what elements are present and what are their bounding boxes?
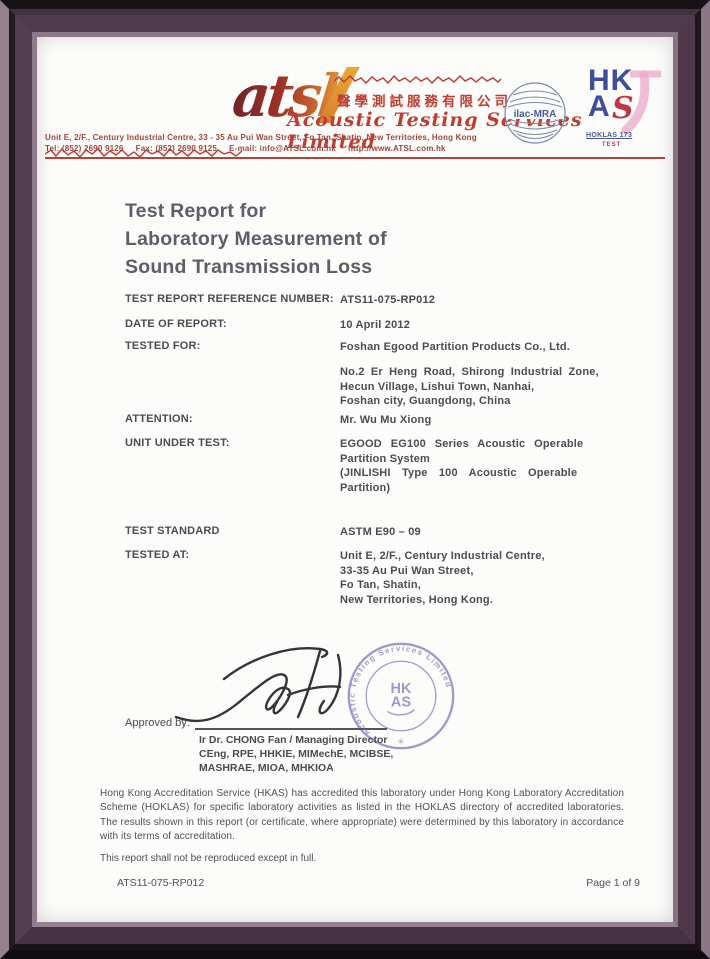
uut-line-1: EGOOD EG100 Series Acoustic Operable xyxy=(340,438,584,450)
test-standard-value: ASTM E90 – 09 xyxy=(340,526,421,538)
attention-label: ATTENTION: xyxy=(125,413,193,425)
title-line-2: Laboratory Measurement of xyxy=(125,228,387,250)
report-date-value: 10 April 2012 xyxy=(340,319,411,331)
attention-value: Mr. Wu Mu Xiong xyxy=(340,414,432,426)
title-line-1: Test Report for xyxy=(125,200,267,222)
test-standard-label: TEST STANDARD xyxy=(125,525,220,537)
signature xyxy=(174,647,342,723)
ref-number-label: TEST REPORT REFERENCE NUMBER: xyxy=(125,293,334,305)
waveform-right-icon xyxy=(334,74,502,85)
client-address: No.2 Er Heng Road, Shirong Industrial Zo… xyxy=(340,365,620,409)
tested-at-line-4: New Territories, Hong Kong. xyxy=(340,593,494,606)
hkas-letter-s: S xyxy=(612,91,634,126)
hkas-letters-hk: HK xyxy=(588,64,634,97)
tested-at-line-3: Fo Tan, Shatin, xyxy=(340,579,422,591)
frame-band-dark: atsl 聲學測試服務有限公司 Acoustic Testing Service… xyxy=(9,9,701,950)
title-line-3: Sound Transmission Loss xyxy=(125,256,373,278)
tested-at-line-1: Unit E, 2/F., Century Industrial Centre, xyxy=(340,550,545,562)
report-date-label: DATE OF REPORT: xyxy=(125,318,227,330)
tested-at-line-2: 33-35 Au Pui Wan Street, xyxy=(340,564,474,577)
uut-line-2: Partition System xyxy=(340,452,431,465)
stamp-center-as: AS xyxy=(391,695,411,711)
client-address-line-2: Hecun Village, Lishui Town, Nanhai, xyxy=(340,380,535,393)
tested-for-label: TESTED FOR: xyxy=(125,340,201,352)
page-footer-row: ATS11-075-RP012 Page 1 of 9 xyxy=(100,877,640,889)
uut-line-3: (JINLISHI Type 100 Acoustic Operable xyxy=(340,467,578,479)
signature-line xyxy=(195,728,387,730)
stamp-star-icon: ✳ xyxy=(397,736,405,746)
header-contacts: Tel: (852) 2690 9126 Fax: (852) 2690 912… xyxy=(45,144,446,153)
ilac-mra-label: ilac-MRA xyxy=(514,109,557,120)
client-address-line-3: Foshan city, Guangdong, China xyxy=(340,395,511,407)
approver-details: Ir Dr. CHONG Fan / Managing Director CEn… xyxy=(199,733,393,775)
hkas-logo: HK A S HOKLAS 173 TEST xyxy=(586,66,662,152)
tested-at-value: Unit E, 2/F., Century Industrial Centre,… xyxy=(340,549,620,607)
hoklas-accreditation-label: HOKLAS 173 xyxy=(586,132,633,139)
reproduction-note: This report shall not be reproduced exce… xyxy=(100,853,317,864)
accreditation-statement: Hong Kong Accreditation Service (HKAS) h… xyxy=(100,788,624,842)
footer-page-number: Page 1 of 9 xyxy=(586,877,640,889)
unit-under-test-value: EGOOD EG100 Series Acoustic Operable Par… xyxy=(340,437,620,495)
hkas-ribbon-icon xyxy=(621,70,661,135)
hoklas-test-label: TEST xyxy=(602,142,622,148)
footer-report-ref: ATS11-075-RP012 xyxy=(117,877,205,889)
approved-by-label: Approved by: xyxy=(125,717,190,729)
tested-at-label: TESTED AT: xyxy=(125,549,190,561)
approver-name: Ir Dr. CHONG Fan / Managing Director xyxy=(199,734,388,746)
ref-number-value: ATS11-075-RP012 xyxy=(340,294,436,306)
waveform-left-icon xyxy=(45,147,243,159)
uut-line-4: Partition) xyxy=(340,481,391,494)
approver-credentials-1: CEng, RPE, HHKIE, MIMechE, MCIBSE, xyxy=(199,748,394,760)
page-title: Test Report for Laboratory Measurement o… xyxy=(125,197,387,281)
company-name-chinese: 聲學測試服務有限公司 xyxy=(337,94,512,109)
tested-for-value: Foshan Egood Partition Products Co., Ltd… xyxy=(340,341,571,353)
hkas-letter-a: A xyxy=(588,90,610,123)
client-address-line-1: No.2 Er Heng Road, Shirong Industrial Zo… xyxy=(340,366,599,378)
report-page: atsl 聲學測試服務有限公司 Acoustic Testing Service… xyxy=(37,37,673,922)
ilac-mra-logo: ilac-MRA xyxy=(504,82,566,144)
stamp-center-hk: HK xyxy=(391,681,412,697)
approver-credentials-2: MASHRAE, MIOA, MHKIOA xyxy=(199,762,334,774)
frame-band-highlight: atsl 聲學測試服務有限公司 Acoustic Testing Service… xyxy=(32,32,678,927)
header-divider xyxy=(45,157,665,159)
frame-band-plum: atsl 聲學測試服務有限公司 Acoustic Testing Service… xyxy=(15,15,695,944)
header-address: Unit E, 2/F., Century Industrial Centre,… xyxy=(45,133,477,142)
unit-under-test-label: UNIT UNDER TEST: xyxy=(125,437,230,449)
company-stamp: Acoustic Testing Services Limited ✳ HK A… xyxy=(348,642,455,750)
